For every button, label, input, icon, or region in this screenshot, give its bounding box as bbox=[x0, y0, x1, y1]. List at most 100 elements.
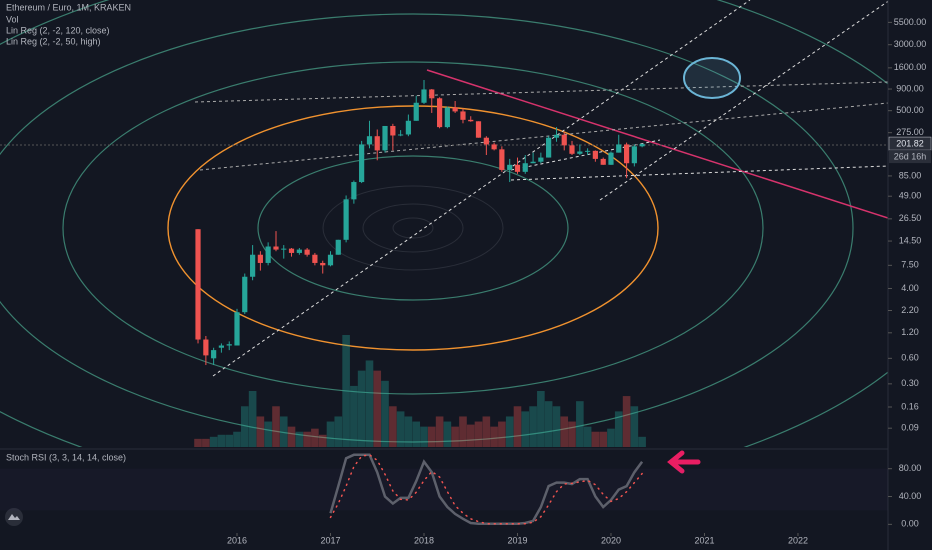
volume-bar bbox=[272, 406, 280, 447]
y-tick-label: 40.00 bbox=[899, 491, 922, 501]
volume-bar bbox=[459, 416, 467, 447]
candle-body bbox=[639, 144, 645, 147]
candle-body bbox=[320, 262, 326, 266]
arrow bbox=[667, 450, 701, 474]
x-tick-label: 2020 bbox=[601, 535, 621, 545]
volume-bar bbox=[591, 431, 600, 447]
candle-body bbox=[553, 134, 560, 138]
candle-body bbox=[312, 254, 318, 263]
y-tick-label: 275.00 bbox=[896, 127, 924, 137]
y-tick-label: 1600.00 bbox=[894, 62, 927, 72]
volume-bar bbox=[318, 434, 327, 447]
candle-body bbox=[351, 182, 357, 200]
candle-body bbox=[499, 149, 505, 170]
volume-bar bbox=[537, 391, 545, 447]
volume-bar bbox=[279, 416, 288, 447]
plot: 0.09 0.16 0.30 0.60 1.20 2.20 4.00 7.50 14.50 26.… bbox=[0, 17, 927, 545]
volume-bar bbox=[622, 396, 631, 447]
volume-bar bbox=[529, 406, 537, 447]
indicator-label: Vol bbox=[6, 14, 19, 24]
volume-bar bbox=[552, 406, 561, 447]
volume-bar bbox=[599, 431, 608, 447]
y-tick-label: 7.50 bbox=[901, 260, 919, 270]
candle-body bbox=[437, 98, 443, 128]
y-tick-label: 900.00 bbox=[896, 83, 924, 93]
volume-bar bbox=[607, 428, 615, 447]
x-tick-label: 2021 bbox=[694, 535, 714, 545]
candle-body bbox=[343, 199, 349, 240]
candle-body bbox=[218, 345, 224, 348]
candle-body bbox=[608, 152, 614, 165]
candle-body bbox=[569, 145, 575, 154]
x-tick-label: 2022 bbox=[788, 535, 808, 545]
volume-bar bbox=[334, 416, 343, 447]
volume-bar bbox=[474, 421, 483, 447]
candle-body bbox=[366, 136, 373, 145]
candle-body bbox=[242, 276, 248, 313]
volume-bar bbox=[544, 401, 553, 447]
volume-bar bbox=[264, 421, 272, 447]
candle-body bbox=[304, 249, 310, 255]
volume-bar bbox=[342, 335, 350, 447]
volume-bar bbox=[560, 416, 569, 447]
volume-bar bbox=[427, 426, 436, 447]
x-tick-label: 2017 bbox=[320, 535, 340, 545]
candle-body bbox=[327, 254, 334, 266]
y-tick-label: 2.20 bbox=[901, 305, 919, 315]
candle-body bbox=[561, 134, 567, 146]
candle-body bbox=[382, 125, 388, 151]
volume-bar bbox=[396, 411, 405, 447]
candle-body bbox=[413, 102, 419, 121]
candle-body bbox=[211, 350, 217, 359]
volume-bar bbox=[568, 421, 576, 447]
candle-body bbox=[631, 146, 637, 164]
candle-body bbox=[405, 120, 411, 135]
y-tick-label: 85.00 bbox=[899, 170, 922, 180]
volume-bar bbox=[521, 411, 530, 447]
candle-body bbox=[483, 137, 489, 145]
volume-bar bbox=[490, 426, 498, 447]
y-tick-label: 5500.00 bbox=[894, 17, 927, 27]
x-tick-label: 2016 bbox=[227, 535, 247, 545]
volume-bar bbox=[466, 424, 475, 447]
candle-body bbox=[475, 121, 482, 138]
volume-bar bbox=[350, 385, 358, 447]
candle-body bbox=[429, 89, 435, 99]
volume-bar bbox=[576, 401, 584, 447]
candle-body bbox=[468, 119, 474, 122]
countdown: 26d 16h bbox=[894, 151, 927, 161]
volume-bar bbox=[233, 431, 241, 447]
volume-bar bbox=[389, 406, 397, 447]
volume-bar bbox=[209, 436, 218, 447]
candle-body bbox=[296, 249, 302, 253]
logo-icon bbox=[8, 514, 20, 520]
y-tick-label: 49.00 bbox=[899, 191, 922, 201]
candle-body bbox=[592, 150, 598, 159]
volume-bar bbox=[303, 431, 311, 447]
candle-body bbox=[585, 150, 591, 152]
candle-body bbox=[250, 254, 256, 277]
volume-bar bbox=[412, 421, 421, 447]
candle-body bbox=[546, 137, 552, 158]
volume-bar bbox=[451, 426, 459, 447]
y-tick-label: 3000.00 bbox=[894, 39, 927, 49]
volume-bar bbox=[248, 391, 257, 447]
y-tick-label: 0.16 bbox=[901, 401, 919, 411]
candle-body bbox=[390, 125, 396, 136]
indicator-label: Lin Reg (2, -2, 120, close) bbox=[6, 25, 110, 35]
candle-body bbox=[273, 246, 279, 250]
candle-body bbox=[203, 339, 209, 356]
candle-body bbox=[460, 111, 466, 120]
volume-bar bbox=[373, 370, 382, 447]
candle-body bbox=[600, 158, 606, 165]
volume-bar bbox=[326, 421, 335, 447]
candle-body bbox=[514, 164, 521, 172]
volume-bar bbox=[443, 421, 452, 447]
y-tick-label: 14.50 bbox=[899, 235, 922, 245]
x-tick-label: 2019 bbox=[507, 535, 527, 545]
candle-body bbox=[452, 107, 458, 112]
indicator-label: Lin Reg (2, -2, 50, high) bbox=[6, 36, 101, 46]
volume-bar bbox=[505, 416, 514, 447]
